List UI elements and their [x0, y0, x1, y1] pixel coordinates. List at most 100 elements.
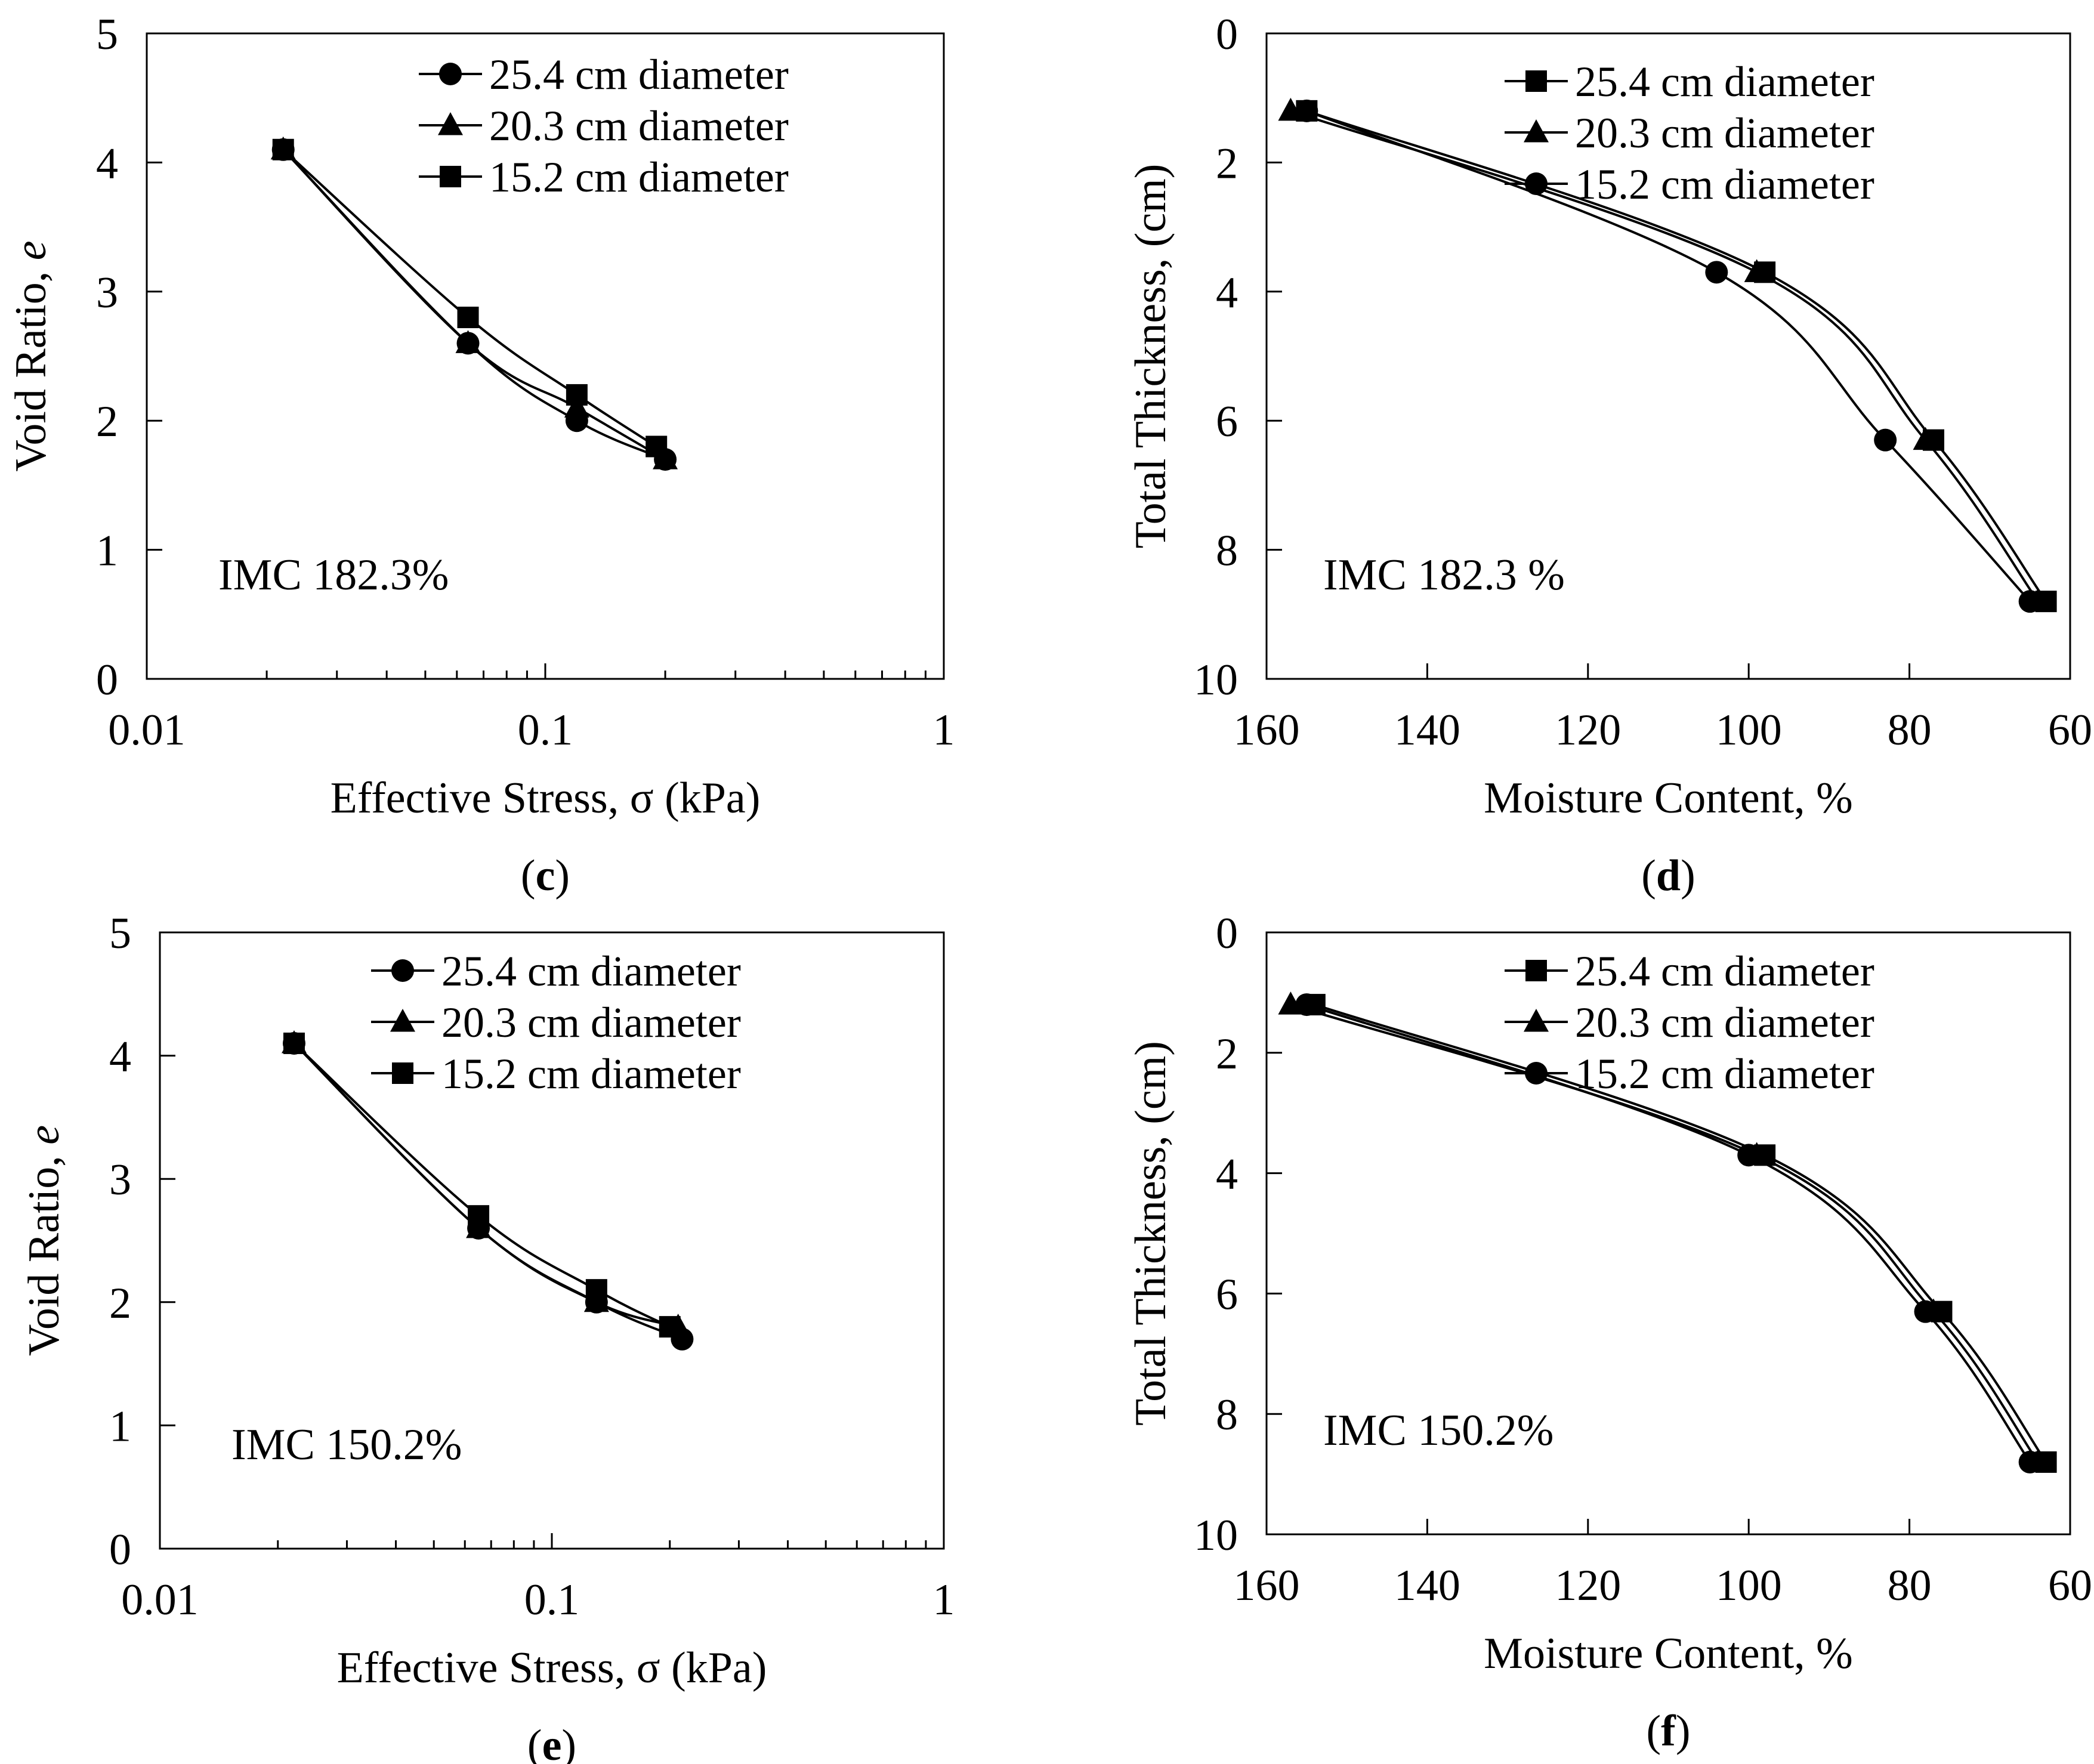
data-point-square: [659, 1316, 681, 1338]
x-tick-label: 1: [933, 1575, 955, 1624]
y-tick-label: 6: [1216, 397, 1238, 446]
caption-paren: (: [1647, 1707, 1661, 1756]
y-tick-label: 0: [96, 656, 118, 705]
y-axis-label-text: Void Ratio,: [20, 1145, 69, 1356]
legend-marker-square: [1525, 70, 1547, 92]
y-tick-label: 1: [109, 1402, 131, 1451]
y-tick-label: 4: [109, 1033, 131, 1082]
y-tick-label: 1: [96, 527, 118, 576]
panel-caption: (e): [527, 1721, 576, 1764]
y-tick-label: 6: [1216, 1270, 1238, 1319]
caption-paren: ): [1681, 851, 1695, 900]
x-tick-label: 160: [1234, 1561, 1300, 1610]
legend-label: 20.3 cm diameter: [441, 999, 741, 1046]
panel-caption: (d): [1641, 851, 1695, 900]
series-line: [293, 1042, 679, 1329]
series-line: [1306, 1003, 2031, 1463]
legend-marker-square: [1525, 960, 1547, 981]
data-point-triangle: [564, 394, 589, 418]
x-tick-label: 80: [1888, 1561, 1932, 1610]
y-axis-label-symbol: e: [7, 240, 55, 260]
series-line: [1306, 109, 2047, 603]
x-tick-label: 60: [2048, 706, 2092, 755]
legend-label: 20.3 cm diameter: [1575, 109, 1874, 157]
legend-label: 15.2 cm diameter: [1575, 160, 1874, 208]
series-1: [270, 136, 678, 469]
y-tick-label: 5: [96, 10, 118, 59]
y-axis-label-text: Total Thickness, (cm): [1126, 1041, 1175, 1426]
series-line: [1314, 1003, 2047, 1463]
caption-letter: c: [536, 851, 555, 900]
y-tick-label: 10: [1194, 1511, 1238, 1560]
data-point-square: [566, 384, 588, 406]
data-point-square: [468, 1205, 490, 1227]
x-tick-label: 120: [1555, 706, 1621, 755]
caption-letter: e: [542, 1721, 562, 1764]
data-point-circle: [1914, 1300, 1937, 1323]
y-tick-label: 5: [109, 909, 131, 958]
data-point-circle: [2018, 1450, 2042, 1473]
legend-label: 20.3 cm diameter: [489, 102, 789, 150]
series-line: [282, 149, 657, 448]
x-tick-label: 80: [1888, 706, 1932, 755]
x-tick-label: 0.1: [524, 1575, 580, 1624]
y-tick-label: 0: [1216, 909, 1238, 958]
legend-label: 15.2 cm diameter: [1575, 1050, 1874, 1098]
legend-marker-triangle: [390, 1009, 415, 1032]
data-point-square: [457, 307, 479, 329]
panel-e: 0.01 0.1 1 0 1 2 3 4 5 Effective Stress, σ (kPa) V…: [20, 909, 955, 1764]
y-axis-label: Void Ratio, e: [20, 1125, 69, 1356]
caption-paren: (: [527, 1721, 542, 1764]
x-tick-label: 140: [1394, 706, 1460, 755]
data-point-square: [646, 435, 668, 458]
imc-annotation: IMC 182.3%: [218, 551, 449, 600]
data-point-square: [585, 1279, 607, 1301]
y-tick-label: 3: [109, 1156, 131, 1204]
data-point-square: [283, 1032, 305, 1054]
series-line: [1306, 109, 2031, 603]
y-tick-label: 4: [1216, 1150, 1238, 1199]
panel-c: 0.01 0.1 1 0 1 2 3 4 5 Effective Stress, σ (kPa) V…: [7, 10, 955, 900]
data-point-circle: [1874, 428, 1897, 452]
x-tick-label: 0.01: [121, 1575, 199, 1624]
caption-paren: ): [555, 851, 570, 900]
caption-paren: ): [561, 1721, 576, 1764]
legend-marker-circle: [1525, 1062, 1548, 1085]
x-tick-label: 160: [1234, 706, 1300, 755]
x-axis-label: Moisture Content, %: [1484, 774, 1853, 823]
legend-marker-triangle: [1524, 1009, 1549, 1032]
y-tick-label: 8: [1216, 527, 1238, 576]
y-tick-label: 8: [1216, 1391, 1238, 1439]
y-axis-label-text: Void Ratio,: [7, 260, 55, 471]
y-axis-label-symbol: e: [20, 1125, 69, 1145]
panel-caption: (c): [521, 851, 570, 900]
plot-frame-f: [1265, 931, 2071, 1536]
y-axis-label: Total Thickness, (cm): [1126, 1041, 1175, 1426]
panel-f: 160 140 120 100 80 60 0 2 4 6 8 10 Moisture Content,…: [1126, 909, 2092, 1756]
legend-marker-circle: [439, 63, 462, 85]
y-axis-label-text: Total Thickness, (cm): [1126, 164, 1175, 549]
y-tick-label: 0: [109, 1525, 131, 1574]
imc-annotation: IMC 150.2%: [231, 1420, 462, 1469]
panel-caption: (f): [1647, 1707, 1691, 1756]
y-axis-label: Total Thickness, (cm): [1126, 164, 1175, 549]
x-tick-label: 140: [1394, 1561, 1460, 1610]
legend-label: 15.2 cm diameter: [441, 1050, 741, 1098]
y-tick-label: 2: [109, 1279, 131, 1328]
y-tick-label: 2: [1216, 139, 1238, 188]
legend-marker-triangle: [1524, 119, 1549, 143]
legend-marker-circle: [391, 959, 414, 982]
x-tick-label: 0.01: [108, 706, 186, 755]
x-tick-label: 100: [1716, 706, 1782, 755]
legend-label: 25.4 cm diameter: [489, 51, 789, 98]
y-axis-label: Void Ratio, e: [7, 240, 55, 471]
data-point-square: [272, 138, 294, 160]
data-point-circle: [1295, 993, 1318, 1017]
legend-marker-square: [440, 166, 461, 187]
series-line: [293, 1042, 671, 1328]
